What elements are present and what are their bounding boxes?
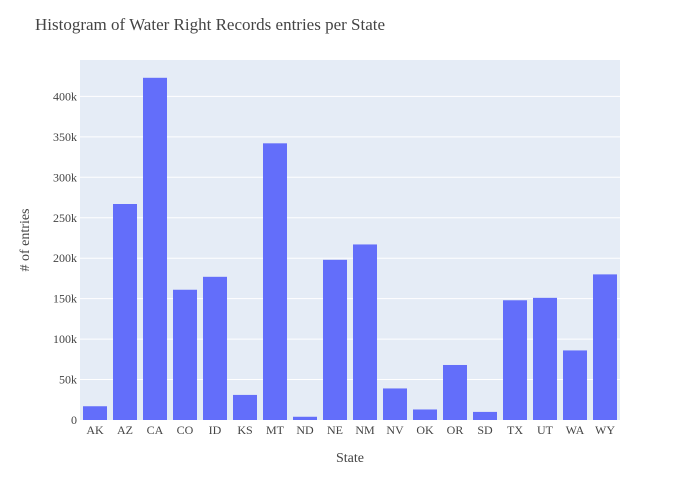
x-tick-label: OK xyxy=(416,423,434,437)
x-axis-ticks: AK AZ CA CO ID KS MT ND NE NM NV OK OR SD TX UT WA WY xyxy=(86,423,615,437)
y-tick-label: 400k xyxy=(53,89,77,103)
x-tick-label: AZ xyxy=(117,423,133,437)
x-axis-label: State xyxy=(336,451,364,466)
plot-background xyxy=(80,60,620,420)
bar-ks[interactable] xyxy=(233,394,257,420)
y-axis-ticks: 0 50k 100k 150k 200k 250k 300k 350k 400k xyxy=(53,89,77,427)
bar-nm[interactable] xyxy=(353,244,377,420)
y-tick-label: 200k xyxy=(53,251,77,265)
bar-id[interactable] xyxy=(203,276,227,420)
bar-wy[interactable] xyxy=(593,274,617,420)
bars xyxy=(83,77,617,420)
x-tick-label: WA xyxy=(566,423,585,437)
y-tick-label: 300k xyxy=(53,170,77,184)
bar-co[interactable] xyxy=(173,289,197,420)
x-tick-label: ID xyxy=(209,423,222,437)
bar-az[interactable] xyxy=(113,204,137,420)
bar-ne[interactable] xyxy=(323,259,347,420)
y-tick-label: 350k xyxy=(53,130,77,144)
x-tick-label: TX xyxy=(507,423,523,437)
bar-ca[interactable] xyxy=(143,77,167,420)
x-tick-label: CO xyxy=(177,423,194,437)
x-tick-label: NM xyxy=(355,423,375,437)
bar-tx[interactable] xyxy=(503,300,527,420)
bar-ak[interactable] xyxy=(83,406,107,420)
x-tick-label: UT xyxy=(537,423,554,437)
y-tick-label: 250k xyxy=(53,211,77,225)
bar-sd[interactable] xyxy=(473,411,497,420)
x-tick-label: SD xyxy=(477,423,493,437)
x-tick-label: MT xyxy=(266,423,285,437)
bar-or[interactable] xyxy=(443,364,467,420)
bar-nv[interactable] xyxy=(383,388,407,420)
x-tick-label: CA xyxy=(147,423,164,437)
y-tick-label: 100k xyxy=(53,332,77,346)
bar-wa[interactable] xyxy=(563,350,587,420)
gridlines xyxy=(80,95,620,381)
x-tick-label: WY xyxy=(595,423,615,437)
bar-mt[interactable] xyxy=(263,143,287,420)
y-tick-label: 0 xyxy=(71,413,77,427)
bar-nd[interactable] xyxy=(293,416,317,420)
y-tick-label: 150k xyxy=(53,292,77,306)
bar-ok[interactable] xyxy=(413,409,437,420)
y-tick-label: 50k xyxy=(59,373,77,387)
x-tick-label: NV xyxy=(386,423,404,437)
y-axis-label: # of entries xyxy=(18,209,33,272)
x-tick-label: AK xyxy=(86,423,104,437)
x-tick-label: ND xyxy=(296,423,314,437)
bar-ut[interactable] xyxy=(533,297,557,420)
chart-title: Histogram of Water Right Records entries… xyxy=(35,15,385,34)
x-tick-label: OR xyxy=(447,423,464,437)
x-tick-label: NE xyxy=(327,423,343,437)
x-tick-label: KS xyxy=(237,423,252,437)
